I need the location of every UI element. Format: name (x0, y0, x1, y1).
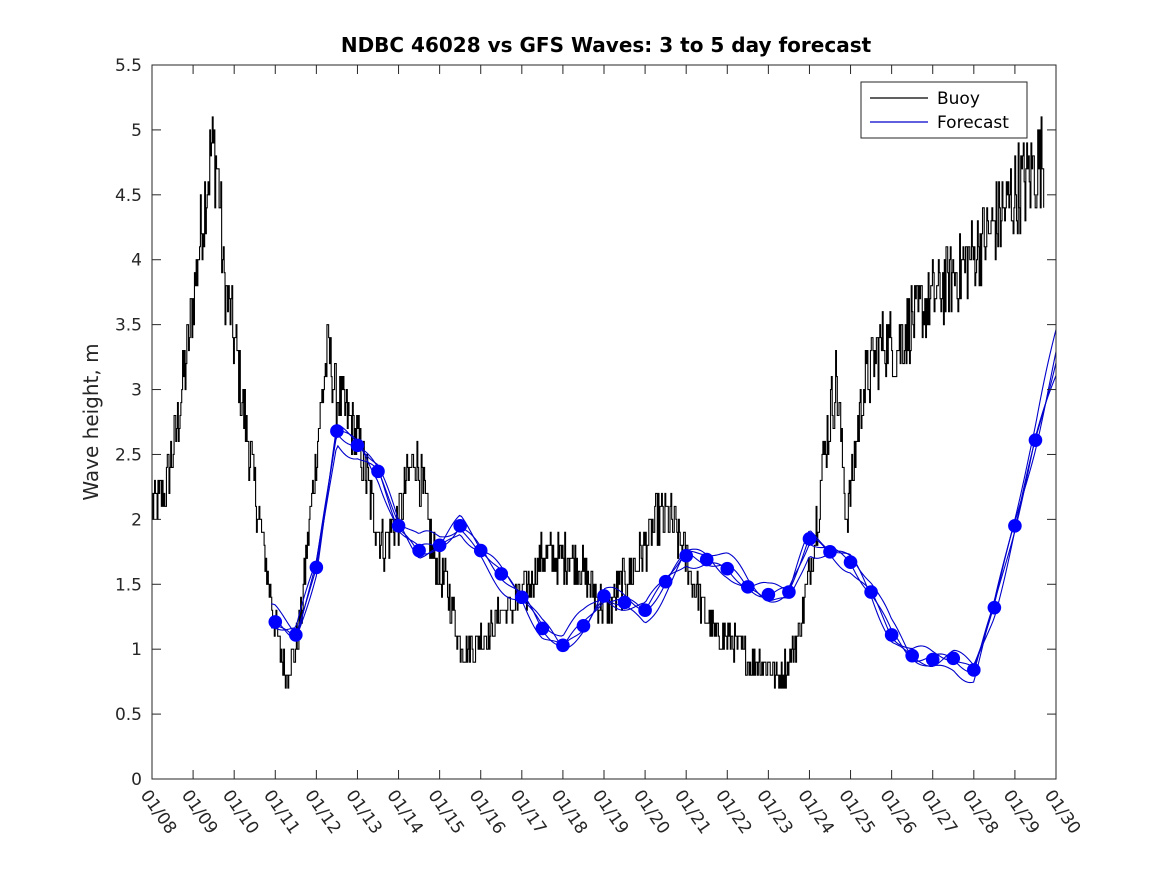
forecast-markers (268, 424, 1043, 677)
y-tick-label: 1 (131, 640, 142, 660)
y-tick-label: 5 (131, 121, 142, 141)
legend-box (860, 81, 1028, 139)
y-tick-label: 2.5 (115, 445, 142, 465)
forecast-point (823, 545, 837, 559)
forecast-point (720, 561, 735, 576)
forecast-point (371, 464, 385, 479)
x-tick-label: 01/09 (177, 786, 221, 838)
x-tick-label: 01/16 (465, 786, 509, 838)
forecast-point (432, 538, 447, 553)
x-tick-label: 01/19 (588, 786, 632, 838)
forecast-point (556, 638, 570, 653)
legend: Buoy Forecast (860, 81, 1028, 139)
x-tick-label: 01/18 (547, 786, 591, 838)
x-tick-label: 01/17 (506, 786, 550, 838)
x-tick-label: 01/08 (136, 786, 180, 838)
y-tick-label: 3.5 (115, 316, 142, 336)
forecast-point (597, 589, 611, 603)
x-tick-label: 01/28 (958, 786, 1002, 838)
forecast-point (309, 560, 324, 575)
y-tick-label: 5.5 (115, 56, 142, 76)
forecast-point (987, 600, 1002, 615)
forecast-point (330, 424, 344, 438)
forecast-point (453, 519, 467, 533)
x-tick-label: 01/30 (1040, 786, 1084, 838)
forecast-point (289, 628, 303, 642)
x-tick-label: 01/27 (917, 786, 961, 838)
y-tick-label: 3 (131, 381, 142, 401)
forecast-point (782, 585, 796, 599)
x-tick-label: 01/13 (341, 786, 385, 838)
legend-label-buoy: Buoy (937, 89, 980, 109)
forecast-point (391, 519, 406, 533)
x-tick-label: 01/24 (793, 786, 837, 838)
y-axis: 0 0.5 1 1.5 2 2.5 3 3.5 4 4.5 5 5.5 (115, 56, 1056, 790)
forecast-point (741, 580, 755, 594)
chart-title: NDBC 46028 vs GFS Waves: 3 to 5 day fore… (341, 33, 872, 57)
forecast-point (473, 543, 488, 558)
forecast-point (905, 648, 919, 663)
forecast-point (802, 532, 817, 546)
x-tick-label: 01/14 (382, 786, 426, 838)
x-tick-label: 01/10 (218, 786, 262, 838)
forecast-point (658, 574, 673, 589)
y-tick-label: 2 (131, 510, 142, 530)
forecast-point (494, 567, 509, 581)
x-tick-label: 01/15 (424, 786, 468, 838)
forecast-point (884, 628, 899, 642)
plot-area (152, 65, 1056, 779)
forecast-point (350, 438, 365, 453)
forecast-point (1008, 519, 1022, 533)
x-tick-label: 01/22 (711, 786, 755, 838)
forecast-point (699, 552, 714, 567)
forecast-point (864, 585, 878, 599)
y-tick-label: 4 (131, 251, 142, 271)
legend-label-forecast: Forecast (937, 113, 1009, 133)
x-tick-label: 01/23 (752, 786, 796, 838)
x-tick-label: 01/21 (670, 786, 714, 838)
x-tick-label: 01/25 (834, 786, 878, 838)
y-tick-label: 4.5 (115, 186, 142, 206)
forecast-point (412, 543, 426, 558)
y-tick-label: 0.5 (115, 705, 142, 725)
forecast-point (535, 621, 550, 636)
forecast-point (576, 619, 591, 633)
forecast-point (946, 651, 961, 666)
forecast-point (967, 663, 981, 677)
forecast-point (843, 555, 858, 570)
x-tick-label: 01/26 (876, 786, 920, 838)
x-tick-label: 01/11 (259, 786, 303, 838)
forecast-point (1028, 433, 1043, 447)
x-tick-label: 01/20 (629, 786, 673, 838)
y-axis-label: Wave height, m (79, 343, 103, 500)
forecast-point (268, 615, 283, 629)
y-tick-label: 0 (131, 770, 142, 790)
x-tick-label: 01/12 (300, 786, 344, 838)
forecast-point (515, 590, 529, 605)
forecast-point (617, 595, 632, 610)
y-tick-label: 1.5 (115, 575, 142, 595)
forecast-point (638, 603, 652, 618)
forecast-point (925, 652, 940, 667)
forecast-point (679, 548, 693, 563)
forecast-point (761, 587, 776, 602)
x-tick-label: 01/29 (999, 786, 1043, 838)
